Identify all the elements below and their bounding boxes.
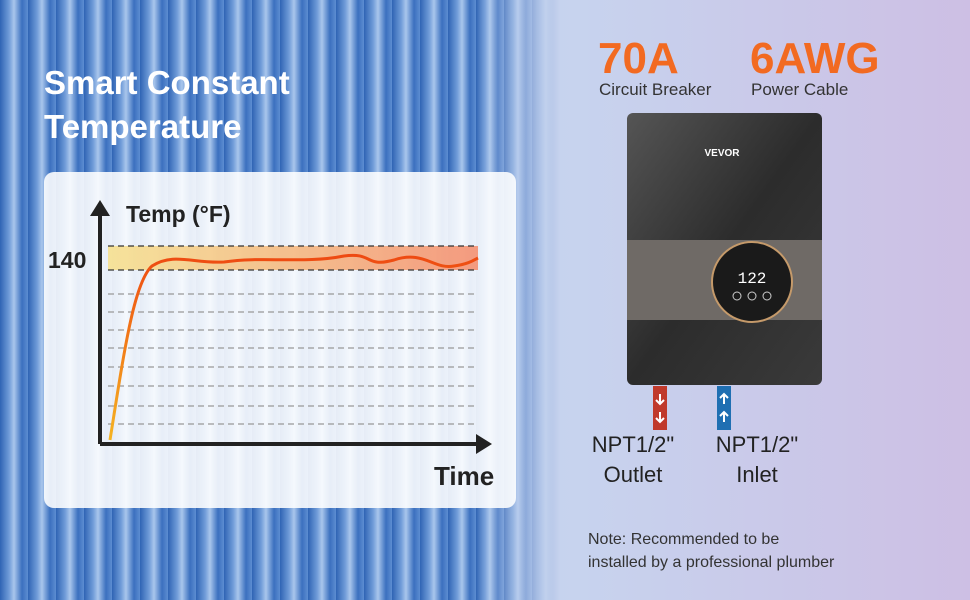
port-size: NPT1/2" <box>715 432 799 457</box>
axes <box>90 200 492 454</box>
y-axis-label: Temp (°F) <box>126 201 231 227</box>
note: installed by a professional plumber <box>588 554 835 571</box>
spec-label: Power Cable <box>751 80 849 99</box>
dashed-lines <box>108 245 478 425</box>
graph-panel: Temp (°F) 140 Time <box>44 172 516 508</box>
port-label: Inlet <box>736 462 778 487</box>
device: 122 VEVOR <box>627 113 822 430</box>
spec-value: 70A <box>598 34 679 83</box>
port-size: NPT1/2" <box>591 432 675 457</box>
title: Temperature <box>44 108 242 145</box>
spec-label: Circuit Breaker <box>599 80 712 99</box>
note: Note: Recommended to be <box>588 531 780 548</box>
title: Smart Constant <box>44 64 290 101</box>
x-axis-label: Time <box>434 461 494 491</box>
spec-value: 6AWG <box>750 34 880 83</box>
temperature-curve <box>108 253 479 441</box>
level-label: 140 <box>48 247 86 273</box>
brand: VEVOR <box>704 148 740 159</box>
graph: Temp (°F) 140 Time <box>48 200 494 491</box>
display-readout: 122 <box>738 270 767 288</box>
port-label: Outlet <box>603 462 663 487</box>
